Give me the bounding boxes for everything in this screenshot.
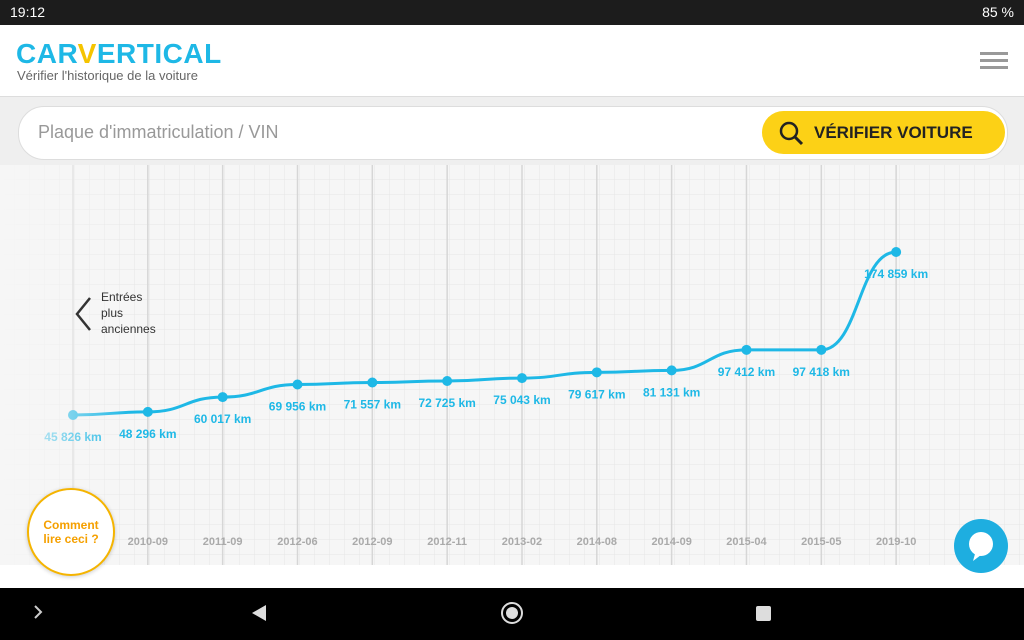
subtitle: Vérifier l'historique de la voiture [17,68,198,83]
older-text: Entrées [101,290,143,304]
value-label: 174 859 km [864,267,928,281]
logo[interactable]: CARVERTICAL [16,38,222,70]
value-label: 81 131 km [643,385,700,399]
logo-text: ERTICAL [96,38,222,69]
older-text: plus [101,306,124,320]
chevron-left[interactable] [74,296,94,332]
logo-text: CAR [16,38,78,69]
data-point [217,392,228,403]
x-tick-label: 2011-09 [203,536,243,548]
data-point [442,376,453,387]
value-label: 69 956 km [269,400,326,414]
x-tick-label: 2014-08 [577,536,617,548]
search-icon [779,121,804,146]
x-tick-label: 2013-02 [502,536,542,548]
x-tick-label: 2014-09 [651,536,691,548]
data-line [72,250,897,417]
data-point [891,247,902,257]
time: 19:12 [10,4,46,20]
battery: 85 % [982,4,1014,20]
x-tick-label: 2012-06 [277,536,317,548]
data-point [591,367,602,378]
verify-button[interactable]: VÉRIFIER VOITURE [762,111,1005,154]
help-text: lire ceci ? [43,532,99,546]
value-label: 79 617 km [568,387,625,401]
x-tick-label: 2012-09 [352,536,392,548]
x-tick-label: 2012-11 [427,536,467,548]
value-label: 97 418 km [793,365,850,379]
chat-icon [969,532,993,561]
chart: 2010-09 2011-09 2012-06 2012-09 2012-11 2013-… [0,165,1024,565]
search-band: Plaque d'immatriculation / VIN VÉRIFIER … [0,96,1024,166]
menu-icon[interactable] [980,50,1010,72]
data-point [367,377,378,388]
status-bar: 19:12 85 % [0,0,1024,25]
data-point [292,379,303,390]
placeholder: Plaque d'immatriculation / VIN [38,122,279,142]
x-tick-label: 2015-04 [726,536,767,548]
data-point [666,365,677,376]
chat-button[interactable] [954,519,1008,573]
data-point [516,373,527,384]
value-label: 60 017 km [194,412,251,426]
data-point [741,344,752,355]
value-label: 97 412 km [718,365,775,379]
x-tick-label: 2010-09 [128,536,168,548]
nav-icons [34,602,771,624]
value-label: 48 296 km [119,427,176,441]
button-label: VÉRIFIER VOITURE [814,123,973,142]
value-label: 72 725 km [418,396,475,410]
x-tick-label: 2019-10 [876,536,916,548]
data-point [816,344,827,355]
logo-text: V [77,38,97,69]
x-tick-label: 2015-05 [801,536,841,548]
value-label: 75 043 km [493,393,550,407]
older-text: anciennes [101,322,156,336]
nav-bar [0,588,1024,640]
help-button[interactable]: Comment lire ceci ? [27,488,115,576]
search-field[interactable]: Plaque d'immatriculation / VIN VÉRIFIER … [18,106,1008,160]
data-point [142,406,153,417]
help-text: Comment [43,518,99,532]
older-entries[interactable]: Entrées plus anciennes [101,289,156,337]
value-label: 71 557 km [344,397,401,411]
minor-grid [0,165,1024,565]
